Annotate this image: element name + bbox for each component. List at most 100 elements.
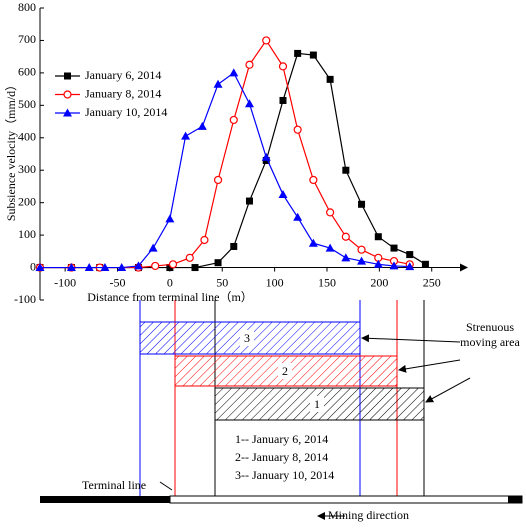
- legend-label: January 6, 2014: [85, 68, 161, 82]
- area-label: 3: [244, 331, 250, 345]
- data-point: [185, 253, 194, 262]
- x-tick-label: -100: [54, 275, 76, 289]
- data-point: [309, 175, 318, 185]
- y-tick-label: 200: [18, 194, 36, 208]
- legend-marker: [63, 108, 72, 117]
- pointer: [425, 377, 471, 403]
- x-tick-label: 150: [318, 275, 336, 289]
- data-point: [148, 243, 158, 252]
- data-point: [166, 264, 174, 272]
- area-3: [139, 321, 361, 355]
- data-point: [197, 121, 207, 130]
- data-point: [279, 96, 287, 104]
- diagram-legend: 3-- January 10, 2014: [235, 468, 334, 482]
- legend-label: January 10, 2014: [85, 105, 167, 119]
- y-axis-label: Subsience velocity（mm/d）: [4, 79, 18, 221]
- data-point: [293, 125, 302, 134]
- data-point: [325, 243, 335, 252]
- data-point: [214, 259, 222, 267]
- data-point: [66, 263, 76, 272]
- x-tick-label: 100: [266, 275, 284, 289]
- axis-arrow: [460, 263, 468, 272]
- ground: [40, 496, 170, 503]
- x-tick-label: 250: [423, 275, 441, 289]
- data-point: [200, 235, 209, 245]
- data-point: [357, 256, 367, 265]
- y-tick-label: 400: [18, 130, 36, 144]
- ground: [508, 496, 522, 503]
- x-axis-label: Distance from terminal line（m）: [87, 290, 253, 304]
- x-tick-label: 200: [370, 275, 388, 289]
- data-point: [181, 131, 191, 140]
- pointer: [361, 334, 461, 343]
- data-point: [100, 263, 110, 272]
- x-tick-label: 50: [216, 275, 228, 289]
- data-point: [262, 36, 271, 45]
- y-tick-label: 300: [18, 162, 36, 176]
- data-point: [421, 260, 429, 268]
- pointer: [159, 481, 173, 491]
- data-point: [213, 175, 223, 185]
- legend-label: January 8, 2014: [85, 86, 161, 100]
- data-point: [213, 79, 223, 88]
- data-point: [358, 200, 366, 208]
- label-bg: [310, 396, 324, 412]
- data-point: [389, 261, 399, 270]
- pointer: [398, 359, 461, 373]
- data-point: [390, 244, 398, 252]
- data-point: [294, 49, 302, 57]
- label-bg: [278, 363, 292, 379]
- x-tick-label: 0: [167, 275, 173, 289]
- label-bg: [240, 330, 254, 346]
- area-label: 1: [314, 397, 320, 411]
- diagram-legend: 2-- January 8, 2014: [235, 450, 328, 464]
- data-point: [374, 233, 382, 241]
- data-point: [373, 259, 383, 268]
- legend-marker: [64, 72, 71, 80]
- data-point: [357, 245, 366, 254]
- data-point: [342, 166, 350, 174]
- legend-marker: [63, 90, 72, 99]
- y-tick-label: 0: [30, 259, 36, 273]
- data-point: [341, 232, 350, 241]
- data-point: [278, 190, 288, 199]
- data-point: [245, 197, 253, 205]
- terminal-line-label: Terminal line: [82, 478, 146, 492]
- data-point: [229, 115, 238, 125]
- data-point: [165, 214, 175, 223]
- data-point: [406, 251, 414, 259]
- y-tick-label: 800: [18, 0, 36, 14]
- data-point: [151, 261, 160, 271]
- y-tick-label: -100: [14, 292, 36, 306]
- data-point: [245, 60, 254, 69]
- data-point: [326, 208, 335, 217]
- data-point: [341, 253, 351, 262]
- data-point: [35, 263, 45, 272]
- panel: [169, 495, 523, 504]
- data-point: [117, 263, 127, 272]
- area-label: 2: [282, 364, 288, 378]
- data-point: [244, 99, 254, 108]
- data-point: [133, 261, 143, 270]
- data-point: [293, 212, 303, 221]
- data-point: [229, 68, 239, 77]
- y-tick-label: 500: [18, 97, 36, 111]
- annotation: Strenuous moving area: [460, 320, 520, 349]
- x-tick-label: -50: [110, 275, 126, 289]
- data-point: [191, 264, 199, 272]
- data-point: [168, 260, 178, 269]
- y-tick-label: 100: [18, 227, 36, 241]
- data-point: [261, 152, 271, 161]
- data-point: [326, 75, 334, 83]
- y-tick-label: 600: [18, 65, 36, 79]
- mining-direction: Mining direction: [328, 508, 409, 522]
- data-point: [309, 51, 317, 59]
- y-tick-label: 700: [18, 32, 36, 46]
- diagram: 3 2 1 1-- January 6, 2014 2-- January 8,…: [40, 300, 523, 522]
- data-point: [230, 242, 238, 250]
- data-point: [278, 62, 288, 71]
- data-point: [84, 263, 94, 272]
- data-point: [405, 262, 415, 271]
